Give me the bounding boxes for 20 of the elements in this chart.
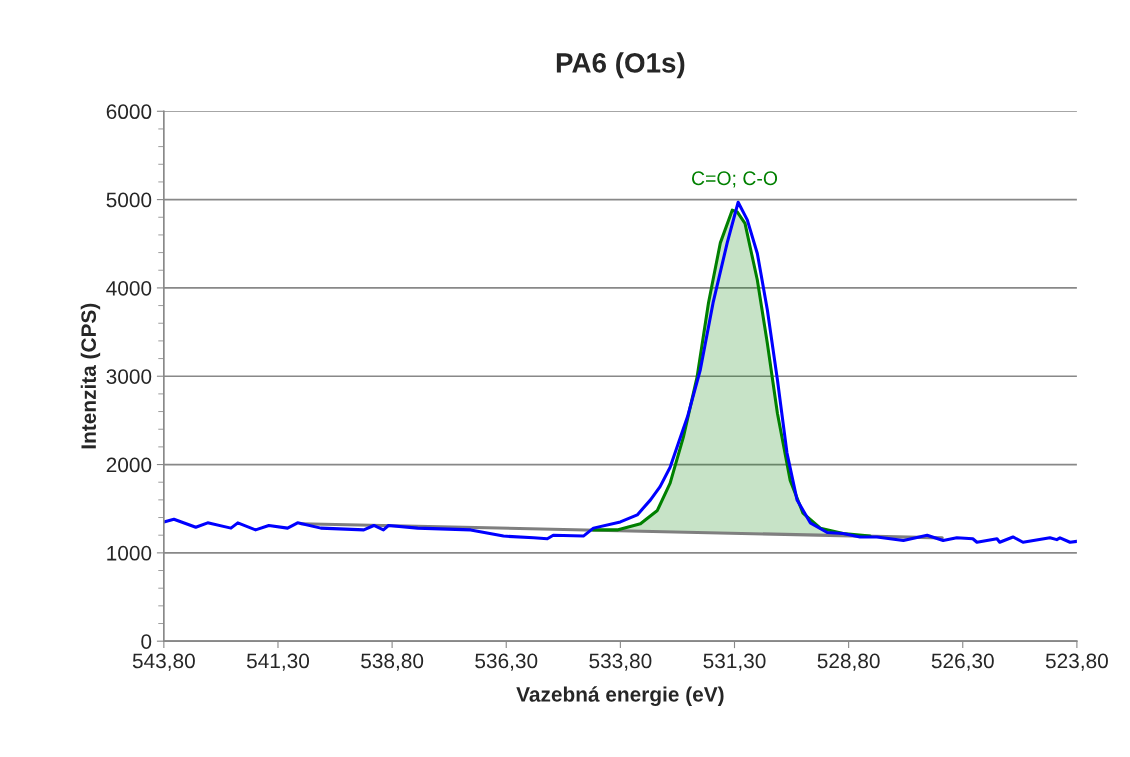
y-tick-label: 4000 xyxy=(106,280,152,296)
x-tick-label: 541,30 xyxy=(246,653,310,671)
x-tick-label: 536,30 xyxy=(475,653,538,671)
x-axis-title: Vazebná energie (eV) xyxy=(516,686,724,706)
x-tick-label: 531,30 xyxy=(703,653,766,671)
y-axis-title: Intenzita (CPS) xyxy=(80,303,101,449)
x-tick-label: 543,80 xyxy=(132,653,195,671)
y-tick-label: 0 xyxy=(141,634,152,649)
x-tick-label: 533,80 xyxy=(589,653,652,671)
y-tick-label: 2000 xyxy=(106,457,152,473)
y-tick-label: 1000 xyxy=(107,545,152,561)
chart-title: PA6 (O1s) xyxy=(556,52,685,79)
y-tick-label: 5000 xyxy=(106,192,152,208)
x-tick-label: 528,80 xyxy=(817,653,880,671)
y-tick-label: 3000 xyxy=(106,369,152,384)
x-tick-label: 538,80 xyxy=(361,653,424,671)
x-tick-label: 526,30 xyxy=(931,653,994,671)
y-tick-label: 6000 xyxy=(106,104,152,120)
annotation: C=O; C-O xyxy=(692,171,778,188)
x-tick-label: 523,80 xyxy=(1045,653,1108,671)
